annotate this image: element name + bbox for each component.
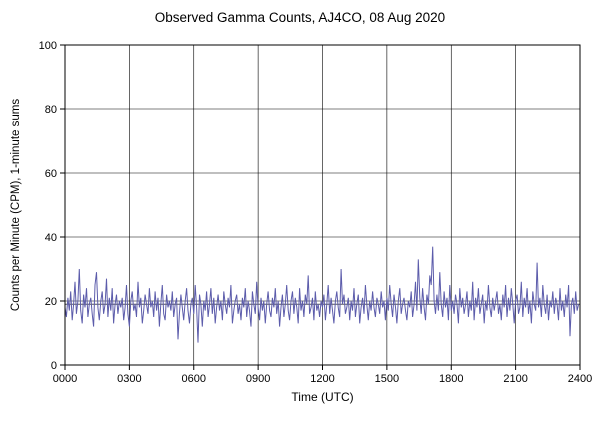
x-tick-label: 1500 [375, 373, 399, 385]
x-tick-label: 2100 [503, 373, 527, 385]
y-tick-label: 60 [45, 168, 57, 180]
chart-title: Observed Gamma Counts, AJ4CO, 08 Aug 202… [154, 10, 446, 25]
y-tick-label: 80 [45, 104, 57, 116]
x-tick-label: 2400 [568, 373, 592, 385]
x-tick-label: 0000 [53, 373, 77, 385]
x-tick-label: 0900 [246, 373, 270, 385]
x-axis-label: Time (UTC) [291, 390, 354, 404]
x-tick-label: 0300 [117, 373, 141, 385]
y-tick-label: 40 [45, 232, 57, 244]
x-tick-label: 1800 [439, 373, 463, 385]
y-tick-label: 0 [51, 360, 57, 372]
y-tick-label: 20 [45, 296, 57, 308]
x-tick-label: 0600 [182, 373, 206, 385]
x-tick-label: 1200 [310, 373, 334, 385]
y-tick-label: 100 [39, 40, 57, 52]
data-series-line [64, 246, 580, 343]
